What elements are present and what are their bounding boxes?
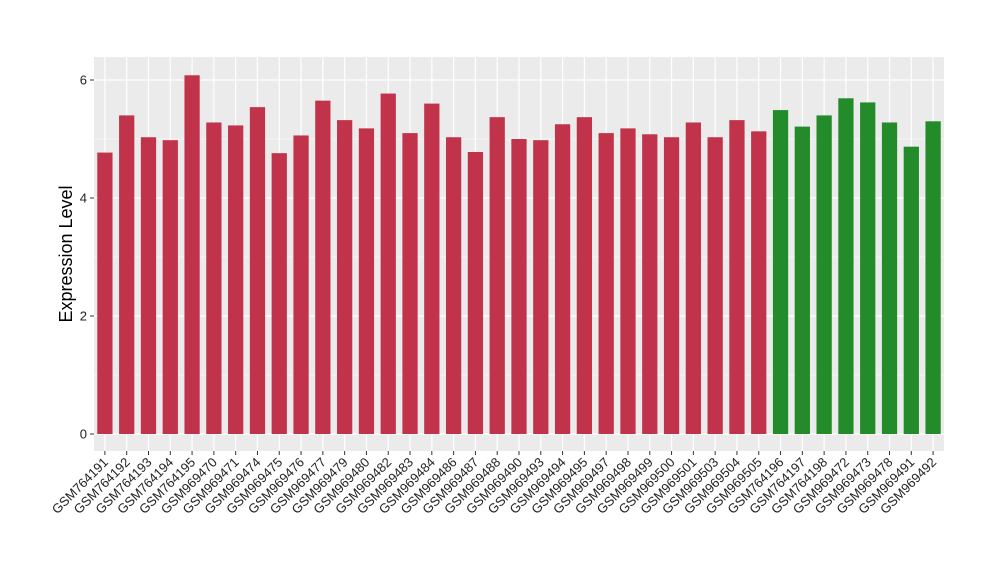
bar-GSM969495 bbox=[576, 117, 593, 435]
bar-GSM764194 bbox=[162, 140, 178, 434]
y-tick-label: 0 bbox=[80, 427, 87, 442]
bar-GSM969483 bbox=[402, 133, 418, 434]
bar-GSM969487 bbox=[467, 151, 484, 435]
bar-GSM969484 bbox=[424, 103, 440, 434]
bar-GSM969482 bbox=[380, 93, 396, 434]
y-tick-label: 6 bbox=[80, 73, 87, 88]
bar-GSM969471 bbox=[228, 125, 244, 435]
bar-GSM969500 bbox=[663, 137, 680, 435]
bar-GSM764195 bbox=[184, 75, 200, 434]
bar-GSM969498 bbox=[620, 128, 636, 434]
y-tick-label: 2 bbox=[80, 309, 87, 324]
bar-GSM969505 bbox=[751, 131, 767, 434]
bar-GSM764193 bbox=[140, 137, 157, 435]
bar-GSM969479 bbox=[337, 120, 353, 435]
bar-GSM969473 bbox=[860, 102, 876, 435]
x-axis: GSM764191GSM764192GSM764193GSM764194GSM7… bbox=[49, 451, 939, 517]
bar-GSM969478 bbox=[881, 122, 898, 434]
bar-GSM764191 bbox=[97, 152, 113, 434]
bar-GSM764198 bbox=[816, 115, 832, 435]
bar-GSM969501 bbox=[685, 122, 701, 434]
y-tick-label: 4 bbox=[80, 191, 87, 206]
bar-GSM764196 bbox=[772, 110, 789, 434]
bar-GSM969493 bbox=[533, 140, 549, 434]
y-axis-title: Expression Level bbox=[56, 185, 76, 322]
bars bbox=[97, 75, 941, 435]
bar-GSM969480 bbox=[358, 128, 375, 434]
bar-GSM969472 bbox=[838, 98, 854, 434]
bar-GSM969475 bbox=[271, 153, 287, 434]
bar-GSM969474 bbox=[249, 107, 266, 434]
bar-GSM969486 bbox=[445, 137, 462, 435]
bar-GSM969494 bbox=[554, 124, 571, 434]
bar-GSM969476 bbox=[293, 135, 309, 434]
bar-GSM969491 bbox=[903, 146, 919, 435]
bar-GSM969488 bbox=[489, 117, 505, 435]
bar-GSM764197 bbox=[794, 126, 810, 435]
bar-GSM969477 bbox=[315, 100, 331, 435]
bar-GSM969504 bbox=[729, 120, 745, 435]
bar-GSM969497 bbox=[598, 133, 614, 434]
bar-GSM969503 bbox=[707, 137, 723, 435]
bar-GSM969492 bbox=[925, 121, 941, 435]
y-axis: 0 2 4 6 bbox=[80, 73, 94, 442]
bar-GSM969490 bbox=[511, 139, 527, 434]
bar-GSM764192 bbox=[119, 115, 135, 435]
bar-GSM969470 bbox=[206, 122, 222, 434]
bar-GSM969499 bbox=[642, 134, 658, 434]
